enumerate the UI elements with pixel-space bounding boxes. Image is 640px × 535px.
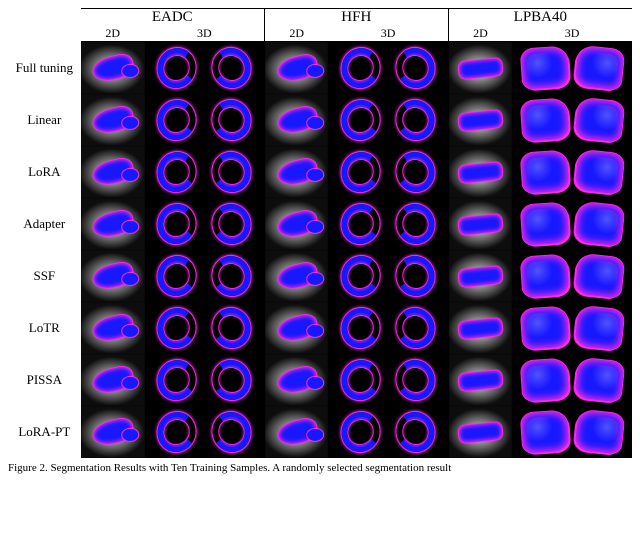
thumb-2d bbox=[264, 250, 328, 302]
subcol-eadc-3d: 3D bbox=[145, 26, 265, 42]
thumb-3d bbox=[145, 146, 265, 198]
method-label: LoTR bbox=[8, 302, 81, 354]
thumb-3d bbox=[512, 406, 632, 458]
subcol-lpba40-2d: 2D bbox=[448, 26, 512, 42]
method-label: Full tuning bbox=[8, 42, 81, 95]
thumb-3d bbox=[512, 250, 632, 302]
thumb-2d bbox=[448, 94, 512, 146]
thumb-2d bbox=[81, 42, 145, 95]
thumb-3d bbox=[328, 250, 448, 302]
thumb-2d bbox=[81, 146, 145, 198]
thumb-2d bbox=[448, 146, 512, 198]
thumb-2d bbox=[448, 198, 512, 250]
thumb-3d bbox=[512, 42, 632, 95]
thumb-3d bbox=[512, 198, 632, 250]
thumb-3d bbox=[328, 146, 448, 198]
dataset-label-eadc: EADC bbox=[81, 9, 265, 27]
subcol-hfh-2d: 2D bbox=[264, 26, 328, 42]
method-row: LoTR bbox=[8, 302, 632, 354]
method-label: LoRA-PT bbox=[8, 406, 81, 458]
thumb-2d bbox=[81, 94, 145, 146]
subcol-lpba40-3d: 3D bbox=[512, 26, 632, 42]
thumb-2d bbox=[264, 146, 328, 198]
thumb-3d bbox=[145, 354, 265, 406]
method-row: Linear bbox=[8, 94, 632, 146]
thumb-2d bbox=[448, 354, 512, 406]
thumb-3d bbox=[145, 302, 265, 354]
thumb-2d bbox=[264, 42, 328, 95]
method-label: Adapter bbox=[8, 198, 81, 250]
method-label: PISSA bbox=[8, 354, 81, 406]
subcol-header-row: 2D 3D 2D 3D 2D 3D bbox=[8, 26, 632, 42]
results-grid: EADC HFH LPBA40 2D 3D 2D 3D 2D 3D Full t… bbox=[8, 8, 632, 458]
method-row: PISSA bbox=[8, 354, 632, 406]
thumb-2d bbox=[81, 250, 145, 302]
thumb-2d bbox=[448, 406, 512, 458]
thumb-3d bbox=[145, 406, 265, 458]
thumb-3d bbox=[328, 94, 448, 146]
thumb-3d bbox=[328, 302, 448, 354]
dataset-label-lpba40: LPBA40 bbox=[448, 9, 632, 27]
thumb-2d bbox=[264, 354, 328, 406]
thumb-3d bbox=[145, 94, 265, 146]
figure-container: EADC HFH LPBA40 2D 3D 2D 3D 2D 3D Full t… bbox=[0, 0, 640, 474]
thumb-3d bbox=[328, 198, 448, 250]
thumb-3d bbox=[145, 250, 265, 302]
thumb-2d bbox=[264, 198, 328, 250]
thumb-2d bbox=[81, 354, 145, 406]
method-row: Adapter bbox=[8, 198, 632, 250]
dataset-header-row: EADC HFH LPBA40 bbox=[8, 9, 632, 27]
thumb-3d bbox=[512, 94, 632, 146]
thumb-3d bbox=[145, 198, 265, 250]
thumb-3d bbox=[328, 42, 448, 95]
method-label: SSF bbox=[8, 250, 81, 302]
thumb-2d bbox=[81, 198, 145, 250]
subcol-hfh-3d: 3D bbox=[328, 26, 448, 42]
method-label: Linear bbox=[8, 94, 81, 146]
method-row: LoRA-PT bbox=[8, 406, 632, 458]
thumb-2d bbox=[81, 302, 145, 354]
thumb-2d bbox=[81, 406, 145, 458]
thumb-3d bbox=[512, 146, 632, 198]
thumb-2d bbox=[264, 302, 328, 354]
thumb-2d bbox=[448, 302, 512, 354]
method-row: Full tuning bbox=[8, 42, 632, 95]
thumb-2d bbox=[264, 94, 328, 146]
thumb-3d bbox=[328, 406, 448, 458]
thumb-2d bbox=[264, 406, 328, 458]
method-label: LoRA bbox=[8, 146, 81, 198]
thumb-2d bbox=[448, 250, 512, 302]
thumb-3d bbox=[328, 354, 448, 406]
method-row: SSF bbox=[8, 250, 632, 302]
thumb-3d bbox=[512, 302, 632, 354]
figure-caption: Figure 2. Segmentation Results with Ten … bbox=[8, 462, 632, 474]
subcol-eadc-2d: 2D bbox=[81, 26, 145, 42]
thumb-2d bbox=[448, 42, 512, 95]
dataset-label-hfh: HFH bbox=[264, 9, 448, 27]
thumb-3d bbox=[512, 354, 632, 406]
method-row: LoRA bbox=[8, 146, 632, 198]
thumb-3d bbox=[145, 42, 265, 95]
